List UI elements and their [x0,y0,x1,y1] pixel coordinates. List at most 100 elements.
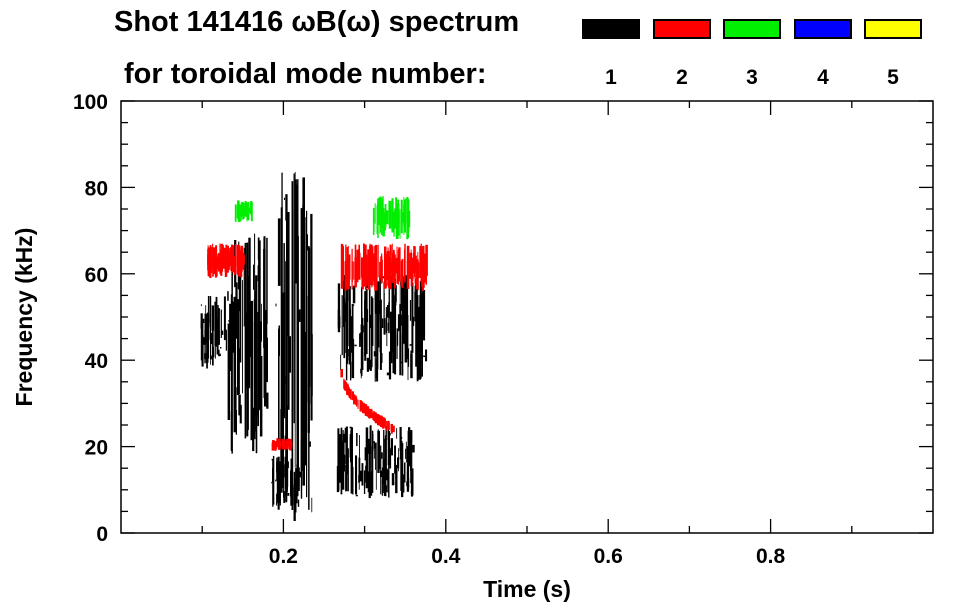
spectral-streak [244,200,247,217]
spectral-streak [250,202,253,215]
spectral-streak [364,447,367,461]
spectral-streak [280,470,283,473]
spectral-streak [411,282,414,353]
spectral-streak [290,441,293,448]
spectral-streak [278,325,280,357]
spectral-streak [229,303,232,372]
spectral-streak [392,301,395,374]
spectral-streak [397,208,399,239]
spectral-streak [217,319,220,328]
y-tick-label: 80 [85,177,108,200]
spectral-streak [209,256,212,270]
spectral-streak [282,292,286,419]
spectral-streak [277,438,279,446]
spectral-streak [363,325,364,333]
spectral-streak [206,353,208,369]
spectral-streak [410,354,413,379]
spectral-streak [371,471,373,475]
spectral-streak [384,204,387,228]
spectral-streak [361,259,364,290]
spectral-streak [403,474,405,493]
spectral-streak [360,259,362,278]
spectral-streak [374,285,377,301]
spectral-streak [235,250,236,266]
spectral-streak [375,262,378,273]
spectral-streak [210,332,213,345]
spectral-streak [341,295,343,356]
spectral-streak [364,404,366,413]
feature-n2-band-early [207,243,245,278]
spectral-streak [375,445,376,470]
spectral-streak [373,258,376,287]
spectral-streak [210,327,211,365]
spectral-streak [207,296,210,341]
spectral-streak [377,430,380,473]
spectral-streak [285,496,287,503]
spectral-streak [399,304,402,376]
spectral-streak [409,344,412,346]
feature-n2-arc-late [340,369,395,434]
spectral-streak [381,318,384,328]
spectral-streak [290,469,293,506]
spectral-streak [356,249,359,283]
spectral-streak [348,309,351,365]
spectral-streak [375,442,377,490]
spectral-streak [350,361,352,381]
feature-n1-band-late [337,274,428,382]
spectral-streak [414,246,416,284]
spectral-streak [278,442,280,450]
spectral-streak [251,320,253,430]
legend-label-1: 1 [605,66,617,89]
spectral-streak [365,256,367,290]
spectral-streak [425,244,428,276]
spectral-streak [238,348,240,394]
spectral-streak [386,372,390,376]
spectral-streak [351,248,353,289]
spectral-streak [214,255,217,278]
spectral-streak [340,354,342,371]
legend-swatch-5 [864,19,922,39]
spectral-streak [388,422,390,431]
spectral-streak [390,438,393,456]
y-tick-label: 0 [96,523,108,546]
spectral-streak [227,291,229,301]
spectral-streak [406,481,408,487]
spectral-streak [337,283,341,333]
spectral-streak [276,494,278,506]
spectral-streak [255,406,258,454]
spectral-streak [360,368,363,374]
spectral-streak [231,265,233,454]
spectral-streak [368,407,370,419]
spectral-streak [345,465,347,492]
spectral-streak [388,432,390,450]
spectral-streak [396,334,398,359]
spectral-streak [379,262,381,277]
spectral-streak [403,199,406,233]
spectral-streak [383,429,385,493]
spectral-streak [416,320,418,360]
axis-ticks: 0.2 0.4 0.6 0.8 0 20 40 60 80 100 [73,91,933,568]
spectral-streak [282,438,285,450]
spectral-streak [266,237,268,324]
spectral-streak [387,322,389,331]
spectral-streak [396,428,398,439]
spectral-streak [205,334,208,343]
spectral-streak [311,497,313,513]
spectral-streak [384,318,386,335]
spectral-streak [238,207,241,221]
spectral-streak [345,244,347,279]
spectral-streak [357,399,359,409]
spectral-streak [297,318,299,326]
spectral-streak [284,456,287,489]
spectral-streak [373,351,377,357]
spectral-streak [387,470,389,493]
spectral-streak [399,427,402,452]
spectral-streak [399,274,401,311]
spectral-streak [236,299,240,395]
spectral-streak [381,259,383,283]
spectral-streak [307,295,309,403]
spectral-streak [217,331,220,344]
spectral-streak [240,205,242,214]
spectral-streak [266,376,268,382]
